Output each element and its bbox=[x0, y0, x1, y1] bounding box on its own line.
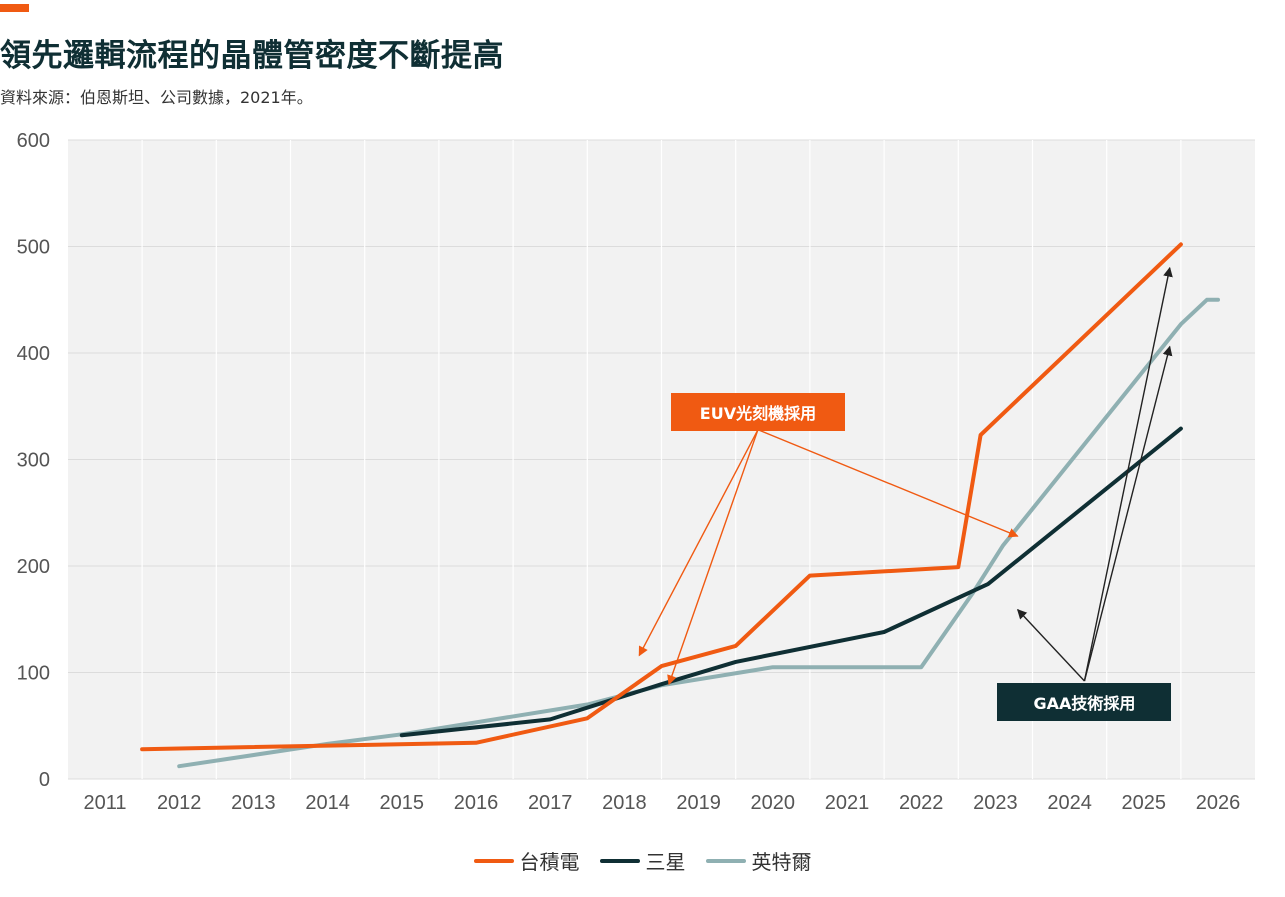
x-tick-label: 2014 bbox=[305, 792, 350, 814]
page-subtitle: 資料來源：伯恩斯坦、公司數據，2021年。 bbox=[0, 88, 313, 107]
gaa-callout: GAA技術採用 bbox=[997, 683, 1172, 722]
y-tick-label: 0 bbox=[39, 769, 50, 791]
legend-label-samsung: 三星 bbox=[645, 850, 686, 874]
legend-item-samsung[interactable]: 三星 bbox=[599, 846, 686, 875]
x-tick-label: 2013 bbox=[231, 792, 276, 814]
y-tick-label: 300 bbox=[17, 450, 50, 472]
chart-legend: 台積電 三星 英特爾 bbox=[0, 846, 1285, 875]
legend-swatch-samsung bbox=[599, 858, 640, 863]
x-tick-label: 2017 bbox=[528, 792, 573, 814]
y-tick-label: 100 bbox=[17, 663, 50, 685]
x-tick-label: 2025 bbox=[1122, 792, 1167, 814]
y-tick-label: 200 bbox=[17, 556, 50, 578]
euv-arrow bbox=[667, 429, 759, 686]
x-tick-label: 2021 bbox=[825, 792, 870, 814]
y-tick-label: 600 bbox=[17, 130, 50, 152]
x-tick-label: 2015 bbox=[380, 792, 425, 814]
series-intel-line bbox=[177, 297, 1220, 769]
legend-item-tsmc[interactable]: 台積電 bbox=[473, 846, 580, 875]
x-tick-label: 2011 bbox=[83, 792, 126, 814]
legend-label-intel: 英特爾 bbox=[751, 850, 812, 874]
x-tick-label: 2019 bbox=[676, 792, 721, 814]
series-tsmc-line bbox=[140, 242, 1183, 752]
x-tick-label: 2022 bbox=[899, 792, 944, 814]
gaa-arrow bbox=[1083, 345, 1173, 682]
legend-label-tsmc: 台積電 bbox=[519, 850, 580, 874]
x-tick-label: 2026 bbox=[1196, 792, 1241, 814]
page-title: 領先邏輯流程的晶體管密度不斷提高 bbox=[0, 38, 504, 74]
accent-bar bbox=[0, 4, 29, 12]
x-tick-label: 2020 bbox=[751, 792, 796, 814]
x-tick-label: 2016 bbox=[454, 792, 499, 814]
x-tick-label: 2023 bbox=[973, 792, 1018, 814]
x-tick-label: 2018 bbox=[602, 792, 647, 814]
series-samsung-line bbox=[399, 426, 1183, 738]
legend-swatch-intel bbox=[705, 858, 746, 863]
euv-arrow bbox=[757, 429, 1019, 538]
euv-arrow bbox=[638, 429, 759, 657]
legend-item-intel[interactable]: 英特爾 bbox=[705, 846, 812, 875]
y-tick-label: 400 bbox=[17, 343, 50, 365]
euv-callout: EUV光刻機採用 bbox=[670, 392, 845, 431]
x-tick-label: 2024 bbox=[1047, 792, 1092, 814]
y-tick-label: 500 bbox=[17, 237, 50, 259]
gaa-arrow bbox=[1083, 266, 1173, 682]
x-tick-label: 2012 bbox=[157, 792, 202, 814]
gaa-arrow bbox=[1016, 608, 1085, 682]
legend-swatch-tsmc bbox=[473, 858, 514, 863]
